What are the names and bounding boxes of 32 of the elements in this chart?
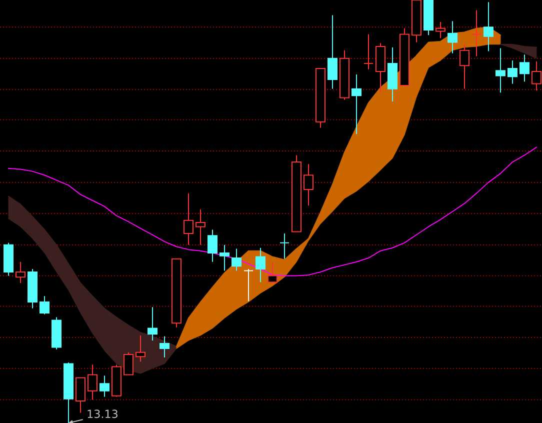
candlestick xyxy=(351,74,362,135)
candlestick xyxy=(196,208,206,246)
candlestick xyxy=(136,334,146,362)
candlestick xyxy=(447,20,458,54)
candlestick xyxy=(256,247,266,283)
candlestick xyxy=(220,244,230,272)
candlestick xyxy=(232,248,242,272)
candlestick xyxy=(327,14,338,90)
candlestick xyxy=(435,21,446,39)
candlestick xyxy=(160,336,170,358)
candlestick xyxy=(280,232,290,260)
candlestick xyxy=(76,377,86,414)
candlestick xyxy=(519,54,530,82)
candlestick xyxy=(124,352,134,376)
candlestick xyxy=(184,192,194,246)
candlestick xyxy=(304,164,314,206)
candlestick xyxy=(40,296,50,315)
candlestick xyxy=(244,268,254,302)
candlestick xyxy=(495,48,506,94)
candlestick xyxy=(268,262,278,283)
candlestick xyxy=(483,2,494,52)
candlestick xyxy=(507,60,518,84)
annotation: 13.13 xyxy=(88,410,118,418)
candlestick xyxy=(88,364,98,400)
candlestick xyxy=(363,34,374,70)
candlestick xyxy=(100,375,110,398)
candlestick xyxy=(208,229,218,262)
candlestick xyxy=(531,60,542,92)
candlestick xyxy=(471,10,482,57)
candlestick xyxy=(459,44,470,90)
candlestick xyxy=(16,261,26,284)
candlestick xyxy=(148,306,158,342)
